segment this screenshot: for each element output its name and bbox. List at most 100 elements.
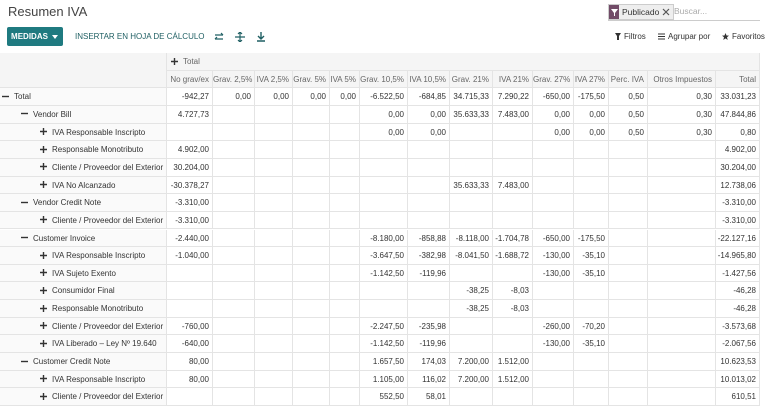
collapse-icon[interactable] — [21, 358, 28, 365]
cell[interactable] — [609, 282, 648, 301]
cell[interactable]: 116,02 — [408, 370, 450, 389]
cell[interactable] — [533, 300, 574, 318]
favorites[interactable]: Favoritos — [722, 32, 765, 41]
cell[interactable] — [360, 194, 408, 212]
cell[interactable]: -2.247,50 — [360, 317, 408, 336]
cell[interactable] — [450, 388, 493, 406]
cell[interactable] — [648, 335, 716, 354]
cell[interactable] — [648, 353, 716, 371]
group-by[interactable]: Agrupar por — [658, 32, 710, 41]
cell[interactable] — [533, 388, 574, 406]
cell[interactable] — [167, 388, 213, 406]
cell[interactable] — [408, 194, 450, 212]
cell[interactable]: -858,88 — [408, 229, 450, 248]
cell[interactable] — [213, 353, 255, 371]
cell[interactable] — [408, 282, 450, 301]
cell[interactable]: 1.512,00 — [493, 353, 533, 371]
cell[interactable] — [330, 123, 360, 142]
cell[interactable] — [648, 194, 716, 212]
cell[interactable] — [255, 158, 293, 177]
cell[interactable] — [293, 123, 330, 142]
cell[interactable] — [167, 300, 213, 318]
cell[interactable] — [533, 211, 574, 230]
cell[interactable]: 1.105,00 — [360, 370, 408, 389]
cell[interactable]: -35,10 — [574, 264, 609, 283]
cell[interactable] — [167, 264, 213, 283]
cell[interactable] — [648, 176, 716, 195]
cell[interactable] — [293, 194, 330, 212]
cell[interactable]: -760,00 — [167, 317, 213, 336]
cell[interactable] — [450, 335, 493, 354]
cell[interactable]: 0,00 — [574, 105, 609, 124]
cell[interactable]: -650,00 — [533, 229, 574, 248]
cell[interactable] — [293, 300, 330, 318]
cell[interactable] — [293, 247, 330, 265]
cell[interactable] — [574, 388, 609, 406]
cell[interactable] — [293, 105, 330, 124]
column-header[interactable]: Grav. 2,5% — [213, 70, 255, 89]
row-header[interactable]: Cliente / Proveedor del Exterior — [0, 211, 167, 230]
cell[interactable] — [533, 176, 574, 195]
cell[interactable] — [330, 194, 360, 212]
cell[interactable]: 34.715,33 — [450, 88, 493, 106]
cell[interactable]: 0,00 — [255, 88, 293, 106]
cell[interactable] — [293, 229, 330, 248]
cell[interactable] — [533, 282, 574, 301]
cell[interactable] — [360, 282, 408, 301]
cell[interactable]: -38,25 — [450, 300, 493, 318]
cell[interactable]: 0,00 — [533, 123, 574, 142]
cell[interactable]: 35.633,33 — [450, 105, 493, 124]
cell[interactable] — [360, 211, 408, 230]
cell[interactable] — [408, 300, 450, 318]
cell[interactable] — [255, 211, 293, 230]
row-header[interactable]: IVA Liberado – Ley Nº 19.640 — [0, 335, 167, 354]
row-header[interactable]: Consumidor Final — [0, 282, 167, 301]
cell[interactable] — [609, 335, 648, 354]
cell[interactable]: 47.844,86 — [716, 105, 760, 124]
cell[interactable]: -3.310,00 — [167, 194, 213, 212]
row-header[interactable]: IVA Responsable Inscripto — [0, 370, 167, 389]
collapse-icon[interactable] — [2, 93, 9, 100]
column-header[interactable]: IVA 2,5% — [255, 70, 293, 89]
cell[interactable]: -8,03 — [493, 282, 533, 301]
cell[interactable] — [360, 176, 408, 195]
cell[interactable] — [255, 353, 293, 371]
column-header[interactable]: Total — [716, 70, 760, 89]
cell[interactable]: -1.688,72 — [493, 247, 533, 265]
cell[interactable]: 0,00 — [408, 105, 450, 124]
row-header[interactable]: IVA No Alcanzado — [0, 176, 167, 195]
cell[interactable] — [330, 211, 360, 230]
cell[interactable]: 0,00 — [360, 123, 408, 142]
cell[interactable] — [255, 141, 293, 159]
cell[interactable]: 0,50 — [609, 105, 648, 124]
cell[interactable] — [213, 229, 255, 248]
cell[interactable] — [213, 176, 255, 195]
cell[interactable] — [493, 335, 533, 354]
cell[interactable]: -3.573,68 — [716, 317, 760, 336]
cell[interactable] — [213, 317, 255, 336]
row-header[interactable]: Cliente / Proveedor del Exterior — [0, 158, 167, 177]
cell[interactable]: -46,28 — [716, 300, 760, 318]
column-header[interactable]: Grav. 21% — [450, 70, 493, 89]
cell[interactable] — [609, 370, 648, 389]
row-header[interactable]: IVA Responsable Inscripto — [0, 123, 167, 142]
cell[interactable]: -2.440,00 — [167, 229, 213, 248]
expand-icon[interactable] — [40, 163, 47, 171]
cell[interactable]: 7.483,00 — [493, 176, 533, 195]
column-header[interactable]: No grav/ex — [167, 70, 213, 89]
search-box[interactable]: Publicado Buscar... — [608, 4, 760, 21]
cell[interactable]: -942,27 — [167, 88, 213, 106]
cell[interactable] — [255, 105, 293, 124]
cell[interactable] — [213, 282, 255, 301]
cell[interactable]: -8.180,00 — [360, 229, 408, 248]
cell[interactable]: 0,80 — [716, 123, 760, 142]
cell[interactable] — [450, 123, 493, 142]
cell[interactable] — [493, 211, 533, 230]
cell[interactable] — [360, 141, 408, 159]
cell[interactable] — [213, 370, 255, 389]
cell[interactable] — [648, 211, 716, 230]
cell[interactable]: -6.522,50 — [360, 88, 408, 106]
cell[interactable] — [213, 211, 255, 230]
cell[interactable] — [255, 264, 293, 283]
cell[interactable]: -35,10 — [574, 247, 609, 265]
